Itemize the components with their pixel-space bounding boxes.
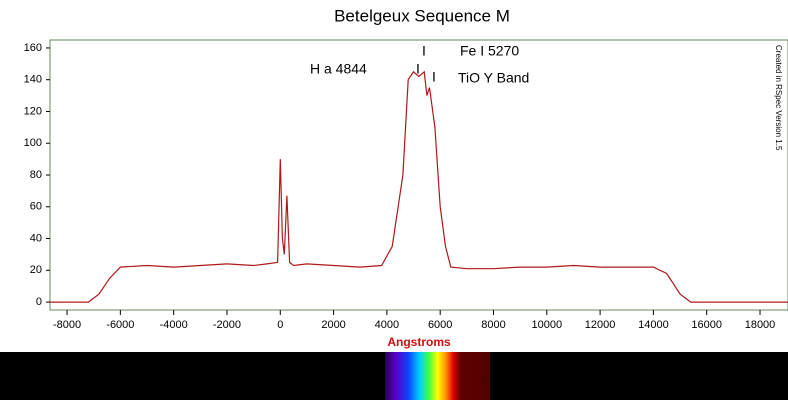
annotation: I	[422, 43, 426, 59]
y-tick-label: 120	[24, 105, 42, 117]
x-tick-label: -2000	[213, 319, 241, 331]
x-tick-label: 2000	[321, 319, 345, 331]
annotation: H a 4844	[310, 61, 367, 77]
y-tick-label: 160	[24, 42, 42, 54]
x-tick-label: 18000	[745, 319, 776, 331]
y-tick-label: 40	[30, 232, 42, 244]
x-tick-label: 10000	[532, 319, 563, 331]
side-note: Created in RSpec Version 1.5	[774, 45, 783, 151]
y-tick-label: 20	[30, 264, 42, 276]
x-tick-label: 16000	[691, 319, 722, 331]
x-tick-label: 0	[277, 319, 283, 331]
annotation: I	[432, 69, 436, 85]
y-tick-label: 100	[24, 137, 42, 149]
spectrum-image	[385, 352, 490, 400]
annotation: Fe I 5270	[460, 43, 519, 59]
y-tick-label: 140	[24, 74, 42, 86]
y-tick-label: 0	[36, 296, 42, 308]
annotation: I	[416, 61, 420, 77]
x-tick-label: -8000	[53, 319, 81, 331]
chart-title: Betelgeux Sequence M	[334, 6, 510, 25]
x-axis-label: Angstroms	[387, 335, 451, 349]
y-tick-label: 80	[30, 169, 42, 181]
x-tick-label: 8000	[481, 319, 505, 331]
x-tick-label: 12000	[585, 319, 616, 331]
x-tick-label: 4000	[375, 319, 399, 331]
y-tick-label: 60	[30, 201, 42, 213]
annotation: TiO Y Band	[458, 70, 529, 86]
spectrum-line	[50, 70, 788, 303]
x-tick-label: -6000	[106, 319, 134, 331]
plot-area	[49, 39, 788, 311]
x-tick-label: -4000	[160, 319, 188, 331]
x-tick-label: 14000	[638, 319, 669, 331]
x-tick-label: 6000	[428, 319, 452, 331]
